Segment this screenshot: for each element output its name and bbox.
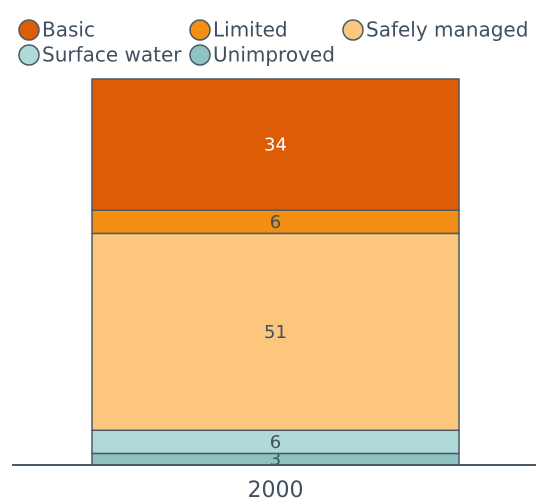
legend-marker [342, 19, 364, 41]
data-label: 51 [264, 322, 287, 343]
legend-label: Safely managed [366, 18, 528, 42]
data-label: 6 [270, 432, 281, 453]
bar-segment [91, 232, 460, 432]
data-label: 6 [270, 212, 281, 233]
x-tick-label: 2000 [248, 478, 304, 503]
legend-label: Surface water [42, 43, 182, 67]
data-label: 34 [264, 135, 287, 156]
legend-marker [189, 44, 211, 66]
data-label: 3 [270, 449, 281, 470]
legend-marker [189, 19, 211, 41]
bar-segment [91, 78, 460, 211]
legend-label: Basic [42, 18, 95, 42]
legend-marker [18, 19, 40, 41]
legend-label: Unimproved [213, 43, 335, 67]
legend-marker [18, 44, 40, 66]
legend-label: Limited [213, 18, 288, 42]
